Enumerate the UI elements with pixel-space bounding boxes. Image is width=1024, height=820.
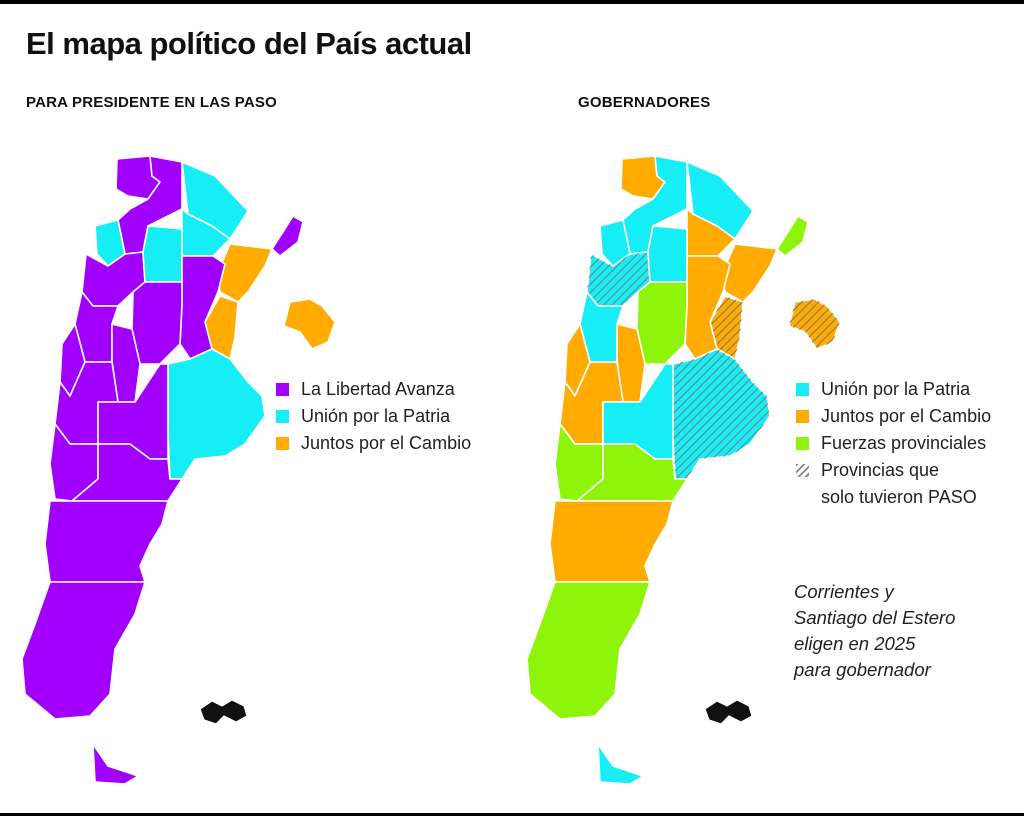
province-misiones xyxy=(776,215,809,257)
legend-label: Provincias que solo tuvieron PASO xyxy=(821,460,977,507)
province-cordoba xyxy=(636,281,688,365)
legend-swatch xyxy=(276,383,289,396)
page-title: El mapa político del País actual xyxy=(26,26,472,61)
province-chubut xyxy=(549,500,674,583)
legend-label: Unión por la Patria xyxy=(301,406,451,426)
legend-item: Provincias que solo tuvieron PASO xyxy=(796,457,991,511)
legend-presidente: La Libertad Avanza Unión por la Patria J… xyxy=(276,376,471,457)
legend-label: Juntos por el Cambio xyxy=(821,406,992,426)
note-text: Corrientes y Santiago del Estero eligen … xyxy=(794,581,956,680)
paso-hatch-caba xyxy=(789,299,840,349)
map-presidente xyxy=(21,155,336,785)
province-tucuman xyxy=(94,219,126,267)
province-rio-negro xyxy=(71,443,183,502)
legend-swatch-hatched xyxy=(796,464,809,477)
province-buenos-aires xyxy=(167,348,266,480)
map-subtitle-presidente: PARA PRESIDENTE EN LAS PASO xyxy=(26,94,277,111)
paso-hatch-catamarca xyxy=(587,252,650,306)
malvinas-islands xyxy=(704,699,753,725)
province-chubut xyxy=(44,500,169,583)
province-tucuman xyxy=(599,219,631,267)
paso-hatch-buenos-aires xyxy=(673,349,770,479)
legend-item: Fuerzas provinciales xyxy=(796,430,991,457)
province-santa-cruz xyxy=(21,581,146,720)
legend-swatch xyxy=(796,437,809,450)
legend-item: Unión por la Patria xyxy=(796,376,991,403)
province-tierra-del-fuego xyxy=(597,743,644,785)
legend-item: Unión por la Patria xyxy=(276,403,471,430)
legend-item: La Libertad Avanza xyxy=(276,376,471,403)
province-misiones xyxy=(271,215,304,257)
map-subtitle-gobernadores: GOBERNADORES xyxy=(578,94,711,111)
legend-item: Juntos por el Cambio xyxy=(276,430,471,457)
province-cordoba xyxy=(131,281,183,365)
province-santa-cruz xyxy=(526,581,651,720)
province-santiago xyxy=(142,225,183,283)
paso-hatch-entre-rios xyxy=(710,296,743,359)
province-rio-negro xyxy=(576,443,688,502)
province-corrientes xyxy=(217,243,273,303)
argentina-maps xyxy=(21,155,841,785)
malvinas-islands xyxy=(199,699,248,725)
province-tierra-del-fuego xyxy=(92,743,139,785)
legend-label: Unión por la Patria xyxy=(821,379,971,399)
legend-swatch xyxy=(796,383,809,396)
province-corrientes xyxy=(722,243,778,303)
province-santiago xyxy=(647,225,688,283)
legend-swatch xyxy=(276,437,289,450)
legend-label: Juntos por el Cambio xyxy=(301,433,472,453)
legend-label: Fuerzas provinciales xyxy=(821,433,987,453)
legend-gobernadores: Unión por la Patria Juntos por el Cambio… xyxy=(796,376,991,511)
legend-swatch xyxy=(796,410,809,423)
legend-item: Juntos por el Cambio xyxy=(796,403,991,430)
map-gobernadores xyxy=(526,155,841,785)
legend-swatch xyxy=(276,410,289,423)
legend-label: La Libertad Avanza xyxy=(301,379,455,399)
province-caba xyxy=(283,298,336,350)
